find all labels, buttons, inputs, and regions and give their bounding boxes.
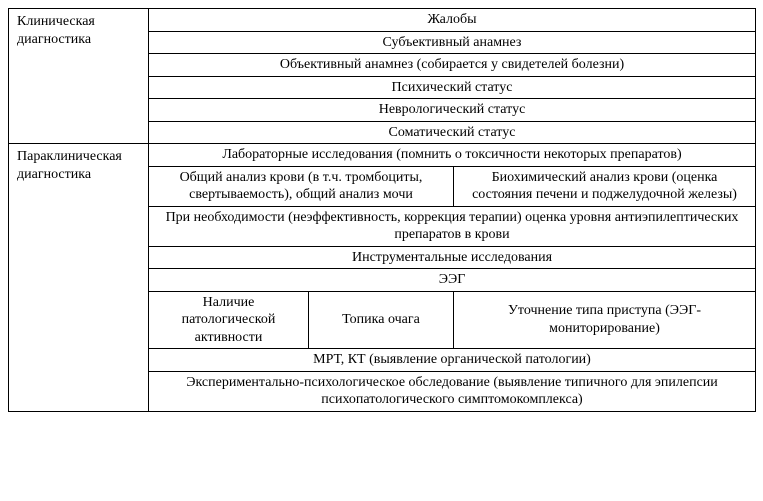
clinical-diagnostics-header: Клиническая диагностика — [9, 9, 149, 144]
clinical-row-3: Объективный анамнез (собирается у свидет… — [149, 54, 756, 77]
paraclinical-eeg-pathology: Наличие патологической активности — [149, 291, 309, 349]
clinical-row-1: Жалобы — [149, 9, 756, 32]
paraclinical-diagnostics-header: Параклиническая диагностика — [9, 144, 149, 412]
clinical-row-4: Психический статус — [149, 76, 756, 99]
paraclinical-aed-levels: При необходимости (неэффективность, корр… — [149, 206, 756, 246]
clinical-row-5: Неврологический статус — [149, 99, 756, 122]
paraclinical-eeg: ЭЭГ — [149, 269, 756, 292]
paraclinical-eeg-focus: Топика очага — [309, 291, 454, 349]
paraclinical-cbc: Общий анализ крови (в т.ч. тромбоциты, с… — [149, 166, 454, 206]
clinical-row-2: Субъективный анамнез — [149, 31, 756, 54]
paraclinical-biochem: Биохимический анализ крови (оценка состо… — [454, 166, 756, 206]
diagnostics-table: Клиническая диагностика Жалобы Субъектив… — [8, 8, 756, 412]
paraclinical-eeg-type: Уточнение типа приступа (ЭЭГ-мониториров… — [454, 291, 756, 349]
paraclinical-mri-ct: МРТ, КТ (выявление органической патологи… — [149, 349, 756, 372]
paraclinical-instrumental-header: Инструментальные исследования — [149, 246, 756, 269]
paraclinical-lab-header: Лабораторные исследования (помнить о ток… — [149, 144, 756, 167]
paraclinical-psych-exam: Экспериментально-психологическое обследо… — [149, 371, 756, 411]
clinical-row-6: Соматический статус — [149, 121, 756, 144]
